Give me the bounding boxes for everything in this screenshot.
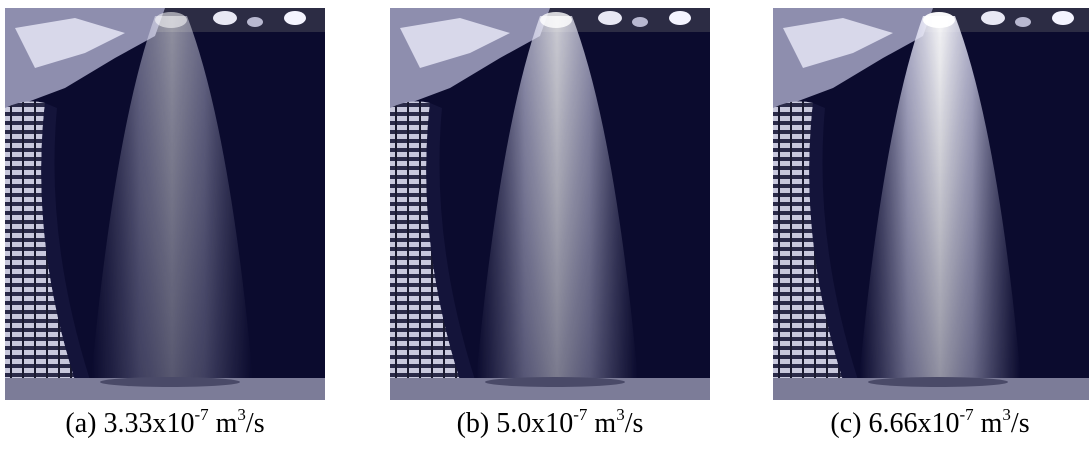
- caption-unit-exponent: 3: [1002, 405, 1011, 424]
- caption-label: (a) 3.33x10: [65, 408, 194, 439]
- caption: (b) 5.0x10-7 m3/s: [360, 408, 740, 440]
- caption-exponent: -7: [194, 405, 208, 424]
- caption-unit: m: [981, 408, 1003, 439]
- caption-unit-suffix: /s: [625, 408, 644, 439]
- spray-photo: [5, 8, 325, 400]
- spray-photo: [390, 8, 710, 400]
- spray-photo: [773, 8, 1089, 400]
- figure: {"panels": [ {"label": "(a) 3.33x10", "e…: [0, 0, 1089, 454]
- caption-exponent: -7: [959, 405, 973, 424]
- caption-exponent: -7: [573, 405, 587, 424]
- caption-unit-suffix: /s: [246, 408, 265, 439]
- caption-label: (b) 5.0x10: [457, 408, 574, 439]
- caption-unit: m: [594, 408, 616, 439]
- caption: (a) 3.33x10-7 m3/s: [0, 408, 355, 440]
- caption-label: (c) 6.66x10: [830, 408, 959, 439]
- caption: (c) 6.66x10-7 m3/s: [740, 408, 1089, 440]
- caption-unit-exponent: 3: [616, 405, 625, 424]
- caption-unit: m: [216, 408, 238, 439]
- caption-unit-exponent: 3: [237, 405, 246, 424]
- caption-unit-suffix: /s: [1011, 408, 1030, 439]
